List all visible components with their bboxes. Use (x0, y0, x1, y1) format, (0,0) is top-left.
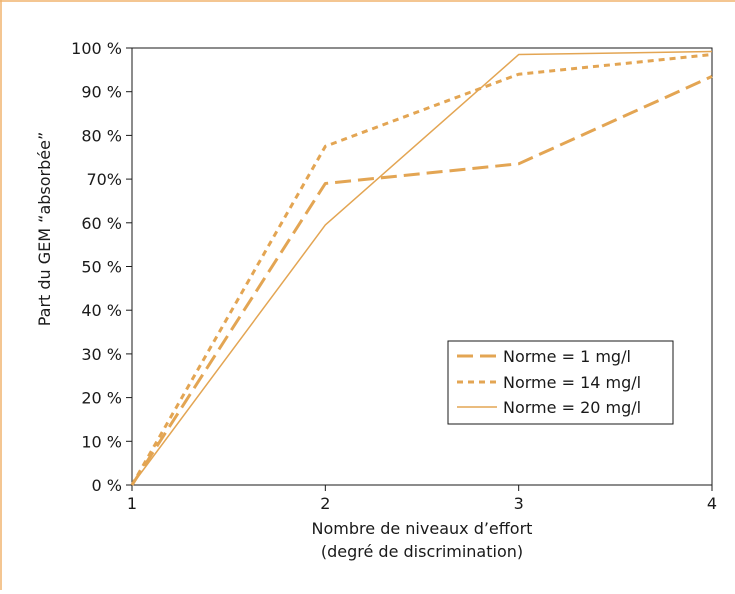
legend-label-norme-20: Norme = 20 mg/l (503, 398, 641, 417)
y-axis-ticks: 0 % 10 % 20 % 30 % 40 % 50 % 60 % 70% 80 % 90 % 10… (71, 39, 132, 495)
legend: Norme = 1 mg/l Norme = 14 mg/l Norme = 2… (448, 341, 673, 424)
y-axis-title: Part du GEM “absorbée” (35, 132, 54, 327)
x-tick-label: 1 (127, 494, 137, 513)
x-tick-label: 4 (707, 494, 717, 513)
y-tick-label: 20 % (81, 389, 122, 408)
x-tick-label: 2 (320, 494, 330, 513)
x-tick-label: 3 (514, 494, 524, 513)
legend-label-norme-14: Norme = 14 mg/l (503, 373, 641, 392)
y-tick-label: 60 % (81, 214, 122, 233)
y-tick-label: 70% (86, 170, 122, 189)
x-axis-ticks: 1 2 3 4 (127, 485, 717, 513)
y-tick-label: 50 % (81, 258, 122, 277)
y-tick-label: 40 % (81, 301, 122, 320)
x-axis-title-line-2: (degré de discrimination) (321, 542, 523, 561)
y-tick-label: 100 % (71, 39, 122, 58)
y-tick-label: 0 % (92, 476, 122, 495)
x-axis-title-line-1: Nombre de niveaux d’effort (312, 519, 533, 538)
legend-label-norme-1: Norme = 1 mg/l (503, 347, 631, 366)
y-tick-label: 30 % (81, 345, 122, 364)
y-tick-label: 80 % (81, 126, 122, 145)
y-tick-label: 90 % (81, 83, 122, 102)
y-tick-label: 10 % (81, 432, 122, 451)
